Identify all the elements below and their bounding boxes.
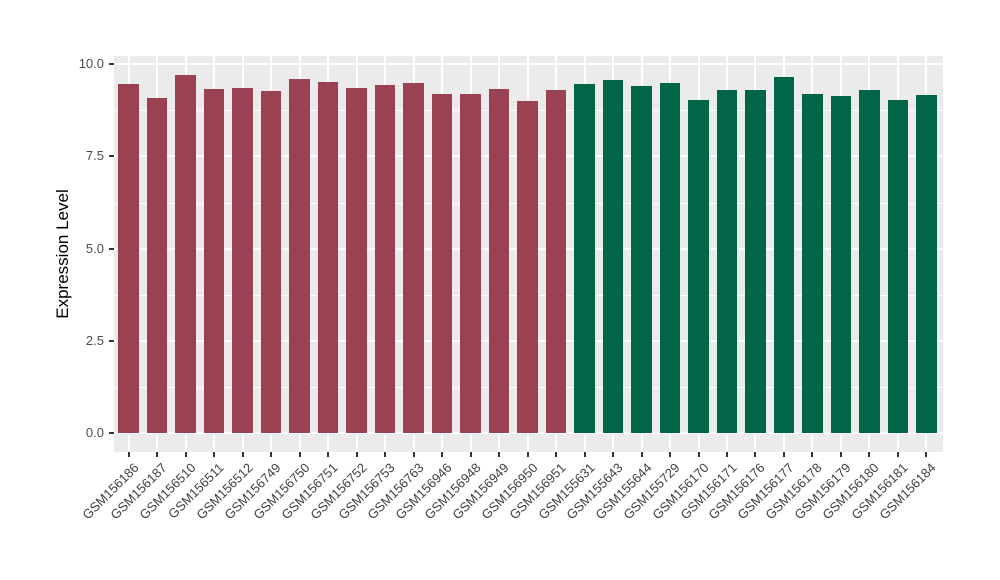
bar: [431, 93, 453, 433]
y-axis-tick: [109, 63, 114, 66]
bar: [574, 83, 595, 433]
bar: [317, 81, 339, 433]
x-axis-tick: [441, 452, 444, 457]
major-gridline: [114, 63, 943, 66]
x-axis-tick: [839, 452, 842, 457]
bar: [175, 74, 196, 433]
bar: [830, 96, 852, 433]
bar: [602, 80, 624, 433]
bar: [488, 88, 510, 433]
major-gridline: [114, 432, 943, 434]
x-axis-tick: [298, 452, 301, 457]
x-axis-tick: [868, 452, 871, 457]
x-axis-tick: [697, 452, 700, 457]
bar: [773, 76, 795, 433]
bar: [802, 93, 823, 433]
x-axis-tick: [384, 452, 387, 457]
bar: [887, 99, 909, 433]
bar: [545, 89, 567, 433]
x-axis-tick: [725, 452, 728, 457]
bar: [859, 89, 880, 433]
bar: [403, 82, 424, 433]
x-axis-tick: [213, 452, 216, 457]
x-axis-tick: [925, 452, 928, 457]
plot-panel: [114, 56, 943, 452]
bar: [289, 79, 310, 433]
y-tick-label: 10.0: [78, 56, 104, 72]
y-axis-tick: [109, 339, 114, 342]
bar: [118, 83, 139, 433]
bar: [260, 90, 282, 433]
x-axis-tick: [669, 452, 671, 457]
y-tick-label: 7.5: [85, 148, 104, 164]
x-axis-tick: [896, 452, 899, 457]
x-axis-tick: [754, 452, 757, 457]
x-axis-tick: [782, 452, 785, 457]
x-axis-tick: [156, 452, 159, 457]
x-axis-tick: [270, 452, 273, 457]
bar: [631, 86, 652, 433]
y-axis-tick: [109, 247, 114, 250]
x-axis-tick: [127, 452, 130, 457]
bar: [346, 87, 367, 433]
y-axis-tick: [109, 155, 114, 158]
x-axis-tick: [811, 452, 814, 457]
y-tick-label: 2.5: [85, 332, 104, 348]
x-axis-tick: [412, 452, 415, 457]
x-axis-tick: [327, 452, 330, 457]
bar: [232, 87, 253, 433]
y-tick-label: 5.0: [85, 240, 104, 256]
x-axis-tick: [583, 452, 586, 457]
bar: [146, 97, 168, 433]
y-axis-tick: [109, 432, 114, 434]
bar: [517, 101, 538, 433]
bar: [745, 90, 766, 433]
bar: [659, 82, 681, 433]
x-axis-tick: [241, 452, 244, 457]
bar: [916, 95, 937, 433]
x-axis-tick: [612, 452, 615, 457]
bar: [374, 84, 396, 433]
bar: [460, 93, 481, 433]
x-axis-tick: [555, 452, 558, 457]
x-axis-tick: [184, 452, 187, 457]
x-axis-tick: [498, 452, 501, 457]
x-axis-tick: [469, 452, 472, 457]
bar: [716, 90, 738, 433]
y-tick-label: 0.0: [85, 425, 104, 440]
bar: [203, 89, 225, 433]
bar: [688, 100, 709, 433]
x-axis-tick: [355, 452, 358, 457]
x-axis-tick: [526, 452, 529, 457]
x-axis-tick: [640, 452, 643, 457]
